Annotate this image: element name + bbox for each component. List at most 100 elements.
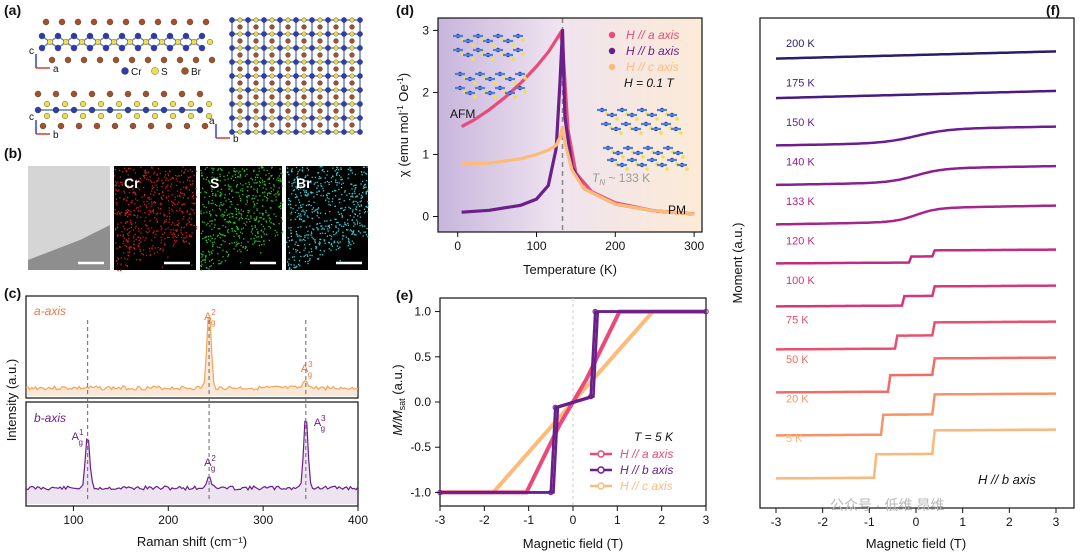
eds-dot bbox=[311, 211, 313, 213]
eds-dot bbox=[134, 214, 136, 217]
eds-dot bbox=[134, 233, 136, 235]
eds-dot bbox=[184, 237, 187, 239]
eds-dot bbox=[125, 170, 127, 172]
eds-dot bbox=[276, 179, 278, 181]
eds-dot bbox=[219, 237, 221, 239]
eds-dot bbox=[227, 178, 229, 180]
eds-dot bbox=[133, 214, 135, 216]
spin-s-site bbox=[471, 57, 475, 61]
eds-dot bbox=[301, 206, 303, 208]
eds-dot bbox=[330, 238, 332, 240]
s-atom bbox=[285, 31, 291, 37]
eds-dot bbox=[118, 169, 121, 172]
eds-dot bbox=[211, 199, 213, 202]
eds-dot bbox=[211, 237, 213, 239]
eds-dot bbox=[208, 268, 210, 270]
eds-dot bbox=[310, 191, 312, 193]
eds-dot bbox=[153, 173, 155, 175]
eds-dot bbox=[342, 231, 344, 233]
temperature-label: 20 K bbox=[786, 394, 809, 406]
eds-dot bbox=[210, 235, 212, 237]
eds-dot bbox=[139, 177, 141, 180]
eds-dot bbox=[149, 250, 151, 252]
eds-dot bbox=[319, 232, 321, 235]
eds-dot bbox=[353, 185, 355, 187]
eds-dot bbox=[297, 244, 300, 247]
eds-dot bbox=[240, 251, 242, 253]
eds-dot bbox=[278, 206, 281, 208]
eds-dot bbox=[142, 175, 144, 177]
eds-dot bbox=[335, 225, 337, 227]
eds-dot bbox=[217, 228, 219, 230]
eds-dot bbox=[217, 168, 219, 170]
eds-dot bbox=[154, 171, 156, 173]
eds-dot bbox=[225, 200, 227, 202]
eds-dot bbox=[223, 175, 225, 177]
eds-dot bbox=[164, 176, 166, 178]
eds-dot bbox=[241, 232, 243, 235]
x-axis-label: Magnetic field (T) bbox=[523, 536, 623, 551]
eds-dot bbox=[205, 255, 207, 257]
br-atom bbox=[301, 94, 307, 100]
s-atom bbox=[285, 129, 291, 135]
eds-dot bbox=[204, 259, 206, 261]
eds-dot bbox=[318, 190, 320, 192]
s-atom bbox=[333, 73, 339, 79]
eds-dot bbox=[123, 228, 125, 230]
eds-dot bbox=[313, 183, 315, 185]
eds-dot bbox=[127, 234, 130, 237]
br-atom bbox=[333, 52, 339, 58]
cr-atom bbox=[198, 32, 206, 40]
eds-dot bbox=[360, 194, 363, 197]
br-atom bbox=[301, 52, 307, 58]
eds-dot bbox=[129, 213, 132, 215]
eds-dot bbox=[265, 233, 268, 235]
eds-dot bbox=[217, 179, 219, 181]
eds-dot bbox=[304, 236, 306, 238]
eds-dot bbox=[179, 181, 181, 183]
spin-s-site bbox=[661, 155, 665, 159]
eds-dot bbox=[117, 234, 119, 236]
eds-dot bbox=[336, 173, 338, 175]
eds-dot bbox=[264, 191, 266, 193]
eds-dot bbox=[261, 205, 264, 207]
s-atom bbox=[174, 39, 181, 46]
eds-dot bbox=[227, 228, 229, 231]
eds-dot bbox=[281, 231, 283, 234]
eds-dot bbox=[230, 212, 232, 215]
eds-dot bbox=[297, 212, 300, 215]
eds-dot bbox=[174, 235, 176, 238]
eds-dot bbox=[209, 220, 211, 222]
s-atom bbox=[285, 73, 291, 79]
cr-atom bbox=[88, 106, 96, 114]
eds-dot bbox=[171, 233, 173, 236]
eds-dot bbox=[278, 223, 280, 225]
panel-label-c: (c) bbox=[4, 285, 21, 301]
eds-dot bbox=[222, 234, 224, 236]
eds-dot bbox=[165, 228, 167, 230]
eds-dot bbox=[320, 183, 322, 185]
eds-dot bbox=[352, 211, 354, 213]
eds-dot bbox=[131, 186, 133, 188]
eds-dot bbox=[139, 248, 141, 251]
eds-dot bbox=[215, 214, 217, 216]
br-atom bbox=[301, 122, 307, 128]
eds-dot bbox=[206, 176, 208, 178]
eds-dot bbox=[359, 210, 361, 212]
eds-dot bbox=[331, 200, 333, 203]
eds-dot bbox=[295, 249, 297, 251]
s-atom bbox=[285, 115, 291, 121]
eds-dot bbox=[231, 242, 233, 244]
cr-atom bbox=[357, 87, 363, 93]
eds-dot bbox=[228, 185, 230, 187]
eds-dot bbox=[168, 212, 170, 214]
eds-dot bbox=[154, 201, 157, 204]
eds-dot bbox=[352, 231, 354, 233]
eds-dot bbox=[326, 194, 328, 197]
eds-dot bbox=[308, 200, 310, 202]
eds-dot bbox=[268, 226, 270, 228]
eds-dot bbox=[150, 254, 152, 256]
peak-sup: 2 bbox=[211, 454, 216, 463]
eds-dot bbox=[231, 228, 233, 230]
